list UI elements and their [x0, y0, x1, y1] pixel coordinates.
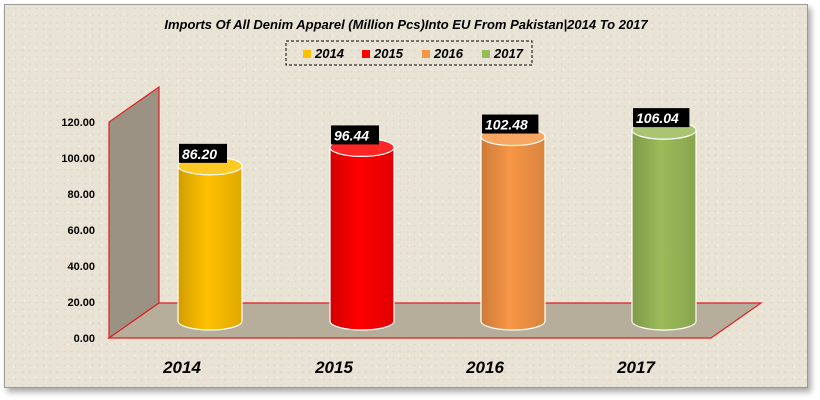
svg-text:2015: 2015 [373, 46, 404, 61]
x-axis: 2014 2015 2016 2017 [162, 358, 656, 377]
x-tick-label: 2014 [162, 358, 201, 377]
bar-2017 [631, 120, 697, 331]
data-labels: 86.20 96.44 102.48 106.04 [179, 108, 690, 163]
floor [107, 302, 763, 339]
data-label-2016: 102.48 [482, 114, 539, 134]
y-tick-label: 20.00 [67, 297, 95, 309]
chart-frame: Imports Of All Denim Apparel (Million Pc… [4, 4, 808, 388]
x-tick-label: 2016 [465, 358, 504, 377]
data-label-2017: 106.04 [633, 108, 690, 128]
svg-text:106.04: 106.04 [636, 110, 679, 126]
y-tick-label: 100.00 [61, 153, 95, 165]
chart-canvas: Imports Of All Denim Apparel (Million Pc… [61, 17, 763, 377]
bars [177, 120, 697, 331]
data-label-2015: 96.44 [331, 125, 379, 145]
x-tick-label: 2017 [616, 358, 656, 377]
data-label-2014: 86.20 [179, 143, 227, 163]
svg-text:96.44: 96.44 [334, 127, 369, 143]
y-tick-label: 0.00 [74, 333, 95, 345]
legend-item-2015: 2015 [362, 46, 404, 61]
legend-box [285, 40, 533, 66]
legend-item-2017: 2017 [482, 46, 524, 61]
svg-text:2014: 2014 [314, 46, 345, 61]
y-axis: 0.00 20.00 40.00 60.00 80.00 100.00 120.00 [61, 117, 95, 345]
svg-text:86.20: 86.20 [182, 146, 217, 162]
y-tick-label: 40.00 [67, 261, 95, 273]
bar-2014 [177, 156, 243, 331]
x-tick-label: 2015 [314, 358, 353, 377]
svg-text:2016: 2016 [433, 46, 464, 61]
y-tick-label: 120.00 [61, 117, 95, 129]
bar-2016 [480, 126, 546, 331]
legend-item-2016: 2016 [422, 46, 464, 61]
svg-text:2017: 2017 [493, 46, 524, 61]
chart-title: Imports Of All Denim Apparel (Million Pc… [164, 17, 648, 32]
side-wall [108, 85, 160, 340]
legend: 2014 2015 2016 2017 [303, 46, 524, 61]
y-tick-label: 60.00 [67, 225, 95, 237]
svg-text:102.48: 102.48 [485, 117, 528, 133]
legend-item-2014: 2014 [303, 46, 345, 61]
bar-2015 [329, 137, 395, 331]
y-tick-label: 80.00 [67, 189, 95, 201]
chart-walls [107, 85, 763, 340]
